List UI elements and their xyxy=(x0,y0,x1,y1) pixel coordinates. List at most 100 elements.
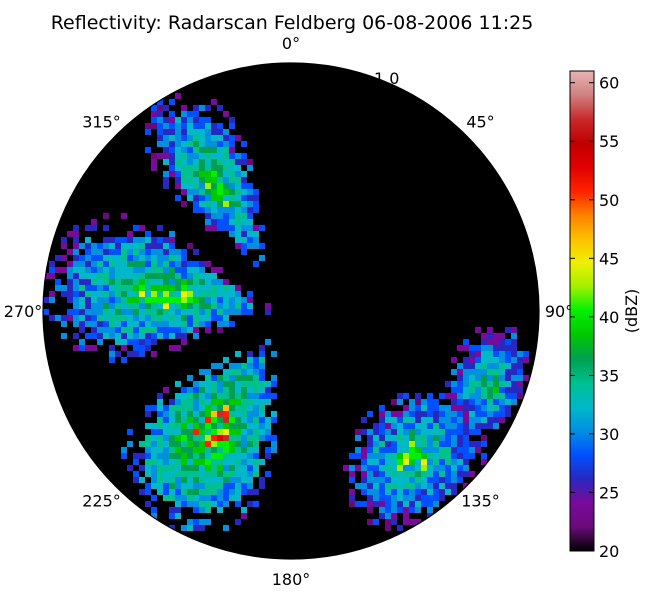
reflectivity-cell xyxy=(457,411,463,417)
reflectivity-cell xyxy=(175,447,181,453)
reflectivity-cell xyxy=(241,393,247,399)
reflectivity-cell xyxy=(241,375,247,381)
reflectivity-cell xyxy=(379,513,385,519)
reflectivity-cell xyxy=(211,477,217,483)
reflectivity-cell xyxy=(211,123,217,129)
reflectivity-cell xyxy=(211,177,217,183)
reflectivity-cell xyxy=(415,519,421,525)
reflectivity-cell xyxy=(409,495,415,501)
reflectivity-cell xyxy=(223,477,229,483)
reflectivity-cell xyxy=(259,417,265,423)
reflectivity-cell xyxy=(517,351,523,357)
reflectivity-cell xyxy=(157,297,163,303)
reflectivity-cell xyxy=(229,141,235,147)
colorbar-label: (dBZ) xyxy=(622,289,641,334)
reflectivity-cell xyxy=(139,441,145,447)
reflectivity-cell xyxy=(217,453,223,459)
reflectivity-cell xyxy=(223,321,229,327)
reflectivity-cell xyxy=(169,429,175,435)
reflectivity-cell xyxy=(469,387,475,393)
reflectivity-cell xyxy=(175,333,181,339)
reflectivity-cell xyxy=(229,309,235,315)
reflectivity-cell xyxy=(157,153,163,159)
reflectivity-cell xyxy=(157,393,163,399)
reflectivity-cell xyxy=(247,399,253,405)
reflectivity-cell xyxy=(475,381,481,387)
reflectivity-cell xyxy=(163,333,169,339)
reflectivity-cell xyxy=(511,363,517,369)
reflectivity-cell xyxy=(181,417,187,423)
reflectivity-cell xyxy=(445,459,451,465)
reflectivity-cell xyxy=(151,321,157,327)
reflectivity-cell xyxy=(199,309,205,315)
reflectivity-cell xyxy=(187,285,193,291)
reflectivity-cell xyxy=(163,147,169,153)
reflectivity-cell xyxy=(163,279,169,285)
reflectivity-cell xyxy=(175,405,181,411)
reflectivity-cell xyxy=(187,327,193,333)
reflectivity-cell xyxy=(487,357,493,363)
reflectivity-cell xyxy=(115,315,121,321)
reflectivity-cell xyxy=(379,495,385,501)
reflectivity-cell xyxy=(229,225,235,231)
reflectivity-cell xyxy=(499,369,505,375)
reflectivity-cell xyxy=(91,267,97,273)
reflectivity-cell xyxy=(391,447,397,453)
reflectivity-cell xyxy=(103,309,109,315)
reflectivity-cell xyxy=(373,459,379,465)
reflectivity-cell xyxy=(211,459,217,465)
reflectivity-cell xyxy=(247,291,253,297)
reflectivity-cell xyxy=(493,381,499,387)
reflectivity-cell xyxy=(97,249,103,255)
reflectivity-cell xyxy=(145,423,151,429)
reflectivity-cell xyxy=(241,243,247,249)
reflectivity-cell xyxy=(73,315,79,321)
reflectivity-cell xyxy=(385,465,391,471)
reflectivity-cell xyxy=(139,327,145,333)
reflectivity-cell xyxy=(91,279,97,285)
reflectivity-cell xyxy=(61,267,67,273)
reflectivity-cell xyxy=(67,297,73,303)
reflectivity-cell xyxy=(205,393,211,399)
reflectivity-cell xyxy=(217,165,223,171)
reflectivity-cell xyxy=(247,195,253,201)
reflectivity-cell xyxy=(181,285,187,291)
reflectivity-cell xyxy=(175,501,181,507)
reflectivity-cell xyxy=(463,447,469,453)
reflectivity-cell xyxy=(187,261,193,267)
reflectivity-cell xyxy=(217,489,223,495)
reflectivity-cell xyxy=(217,363,223,369)
reflectivity-cell xyxy=(493,423,499,429)
reflectivity-cell xyxy=(127,249,133,255)
reflectivity-cell xyxy=(247,231,253,237)
reflectivity-cell xyxy=(445,465,451,471)
reflectivity-cell xyxy=(439,489,445,495)
reflectivity-cell xyxy=(217,123,223,129)
reflectivity-cell xyxy=(169,255,175,261)
reflectivity-cell xyxy=(457,363,463,369)
reflectivity-cell xyxy=(211,387,217,393)
reflectivity-cell xyxy=(223,183,229,189)
reflectivity-cell xyxy=(481,423,487,429)
reflectivity-cell xyxy=(163,135,169,141)
reflectivity-cell xyxy=(145,123,151,129)
reflectivity-cell xyxy=(187,177,193,183)
reflectivity-cell xyxy=(217,315,223,321)
reflectivity-cell xyxy=(199,273,205,279)
reflectivity-cell xyxy=(241,141,247,147)
reflectivity-cell xyxy=(139,333,145,339)
reflectivity-cell xyxy=(421,489,427,495)
reflectivity-cell xyxy=(181,483,187,489)
reflectivity-cell xyxy=(247,303,253,309)
reflectivity-cell xyxy=(187,117,193,123)
reflectivity-cell xyxy=(205,519,211,525)
reflectivity-cell xyxy=(145,297,151,303)
reflectivity-cell xyxy=(511,375,517,381)
reflectivity-cell xyxy=(175,177,181,183)
reflectivity-cell xyxy=(103,291,109,297)
reflectivity-cell xyxy=(115,351,121,357)
reflectivity-cell xyxy=(85,315,91,321)
reflectivity-cell xyxy=(223,189,229,195)
reflectivity-cell xyxy=(181,153,187,159)
reflectivity-cell xyxy=(121,339,127,345)
